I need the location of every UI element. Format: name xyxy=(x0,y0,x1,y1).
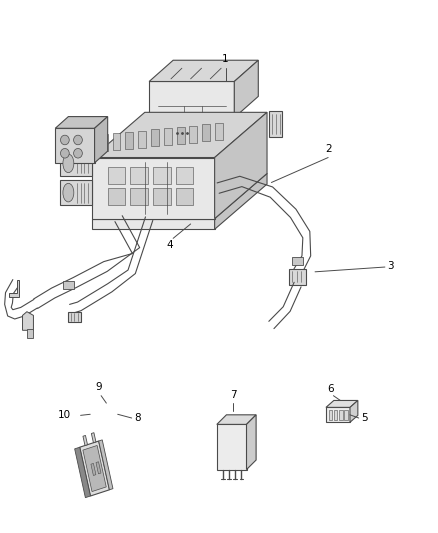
Polygon shape xyxy=(334,409,337,420)
Polygon shape xyxy=(131,167,148,184)
Polygon shape xyxy=(215,112,267,219)
Polygon shape xyxy=(326,407,350,422)
Text: 4: 4 xyxy=(167,240,173,251)
Polygon shape xyxy=(151,130,159,147)
Polygon shape xyxy=(55,128,95,163)
Polygon shape xyxy=(92,158,215,219)
Polygon shape xyxy=(99,440,113,490)
Polygon shape xyxy=(63,281,74,289)
Text: 1: 1 xyxy=(222,54,229,64)
Text: 9: 9 xyxy=(95,383,102,392)
Polygon shape xyxy=(113,133,120,150)
Text: 2: 2 xyxy=(325,144,332,154)
Polygon shape xyxy=(138,131,146,148)
Polygon shape xyxy=(83,435,88,446)
Polygon shape xyxy=(269,111,283,137)
Polygon shape xyxy=(292,257,303,265)
Polygon shape xyxy=(215,123,223,140)
Polygon shape xyxy=(27,329,33,338)
Polygon shape xyxy=(173,116,191,131)
Polygon shape xyxy=(153,167,170,184)
Ellipse shape xyxy=(74,149,82,158)
Polygon shape xyxy=(100,134,108,151)
Polygon shape xyxy=(176,167,193,184)
Polygon shape xyxy=(344,409,348,420)
Polygon shape xyxy=(153,188,170,205)
Polygon shape xyxy=(9,280,19,297)
Polygon shape xyxy=(92,173,267,219)
Polygon shape xyxy=(108,167,125,184)
Polygon shape xyxy=(96,462,101,474)
Polygon shape xyxy=(68,312,81,322)
Polygon shape xyxy=(22,312,33,330)
Polygon shape xyxy=(202,124,210,141)
Polygon shape xyxy=(339,409,343,420)
Polygon shape xyxy=(190,126,197,143)
Polygon shape xyxy=(92,112,267,158)
Polygon shape xyxy=(80,441,110,496)
Polygon shape xyxy=(328,409,332,420)
Polygon shape xyxy=(55,117,108,128)
Polygon shape xyxy=(217,424,247,470)
Polygon shape xyxy=(326,400,358,407)
Ellipse shape xyxy=(60,135,69,145)
Polygon shape xyxy=(108,188,125,205)
Polygon shape xyxy=(125,132,133,149)
Text: 3: 3 xyxy=(387,261,394,271)
Polygon shape xyxy=(149,82,234,118)
Polygon shape xyxy=(289,269,306,285)
Polygon shape xyxy=(83,446,106,491)
Polygon shape xyxy=(217,415,256,424)
Polygon shape xyxy=(164,128,172,145)
Ellipse shape xyxy=(74,135,82,145)
Polygon shape xyxy=(91,463,96,475)
Ellipse shape xyxy=(63,154,74,173)
Text: 7: 7 xyxy=(230,390,236,400)
Polygon shape xyxy=(92,219,215,229)
Polygon shape xyxy=(149,60,258,82)
Polygon shape xyxy=(60,180,92,205)
Text: 8: 8 xyxy=(134,413,141,423)
Ellipse shape xyxy=(60,149,69,158)
Polygon shape xyxy=(95,117,108,163)
Text: 6: 6 xyxy=(328,384,334,393)
Polygon shape xyxy=(234,60,258,118)
Polygon shape xyxy=(177,127,184,144)
Polygon shape xyxy=(92,433,96,443)
Ellipse shape xyxy=(63,183,74,202)
Polygon shape xyxy=(247,415,256,470)
Polygon shape xyxy=(60,151,92,176)
Polygon shape xyxy=(131,188,148,205)
Text: 5: 5 xyxy=(361,413,367,423)
Polygon shape xyxy=(176,188,193,205)
Polygon shape xyxy=(74,447,90,498)
Polygon shape xyxy=(215,173,267,229)
Text: 10: 10 xyxy=(57,410,71,421)
Polygon shape xyxy=(350,400,358,422)
